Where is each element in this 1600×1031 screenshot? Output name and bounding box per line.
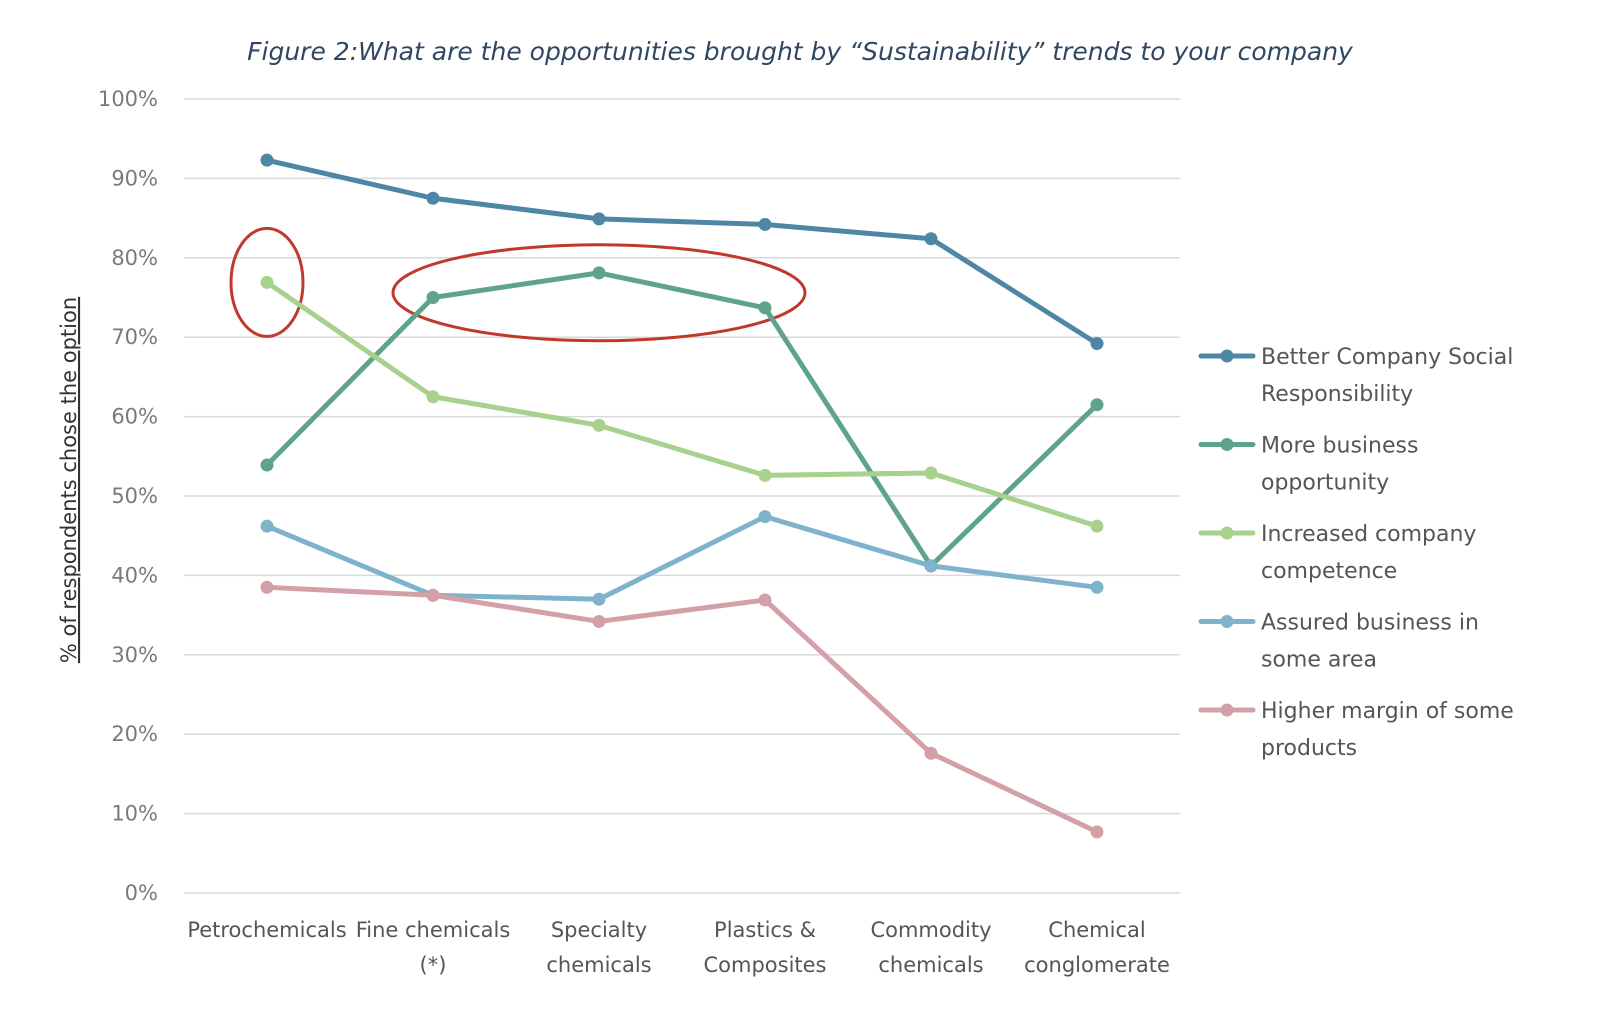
data-point xyxy=(924,559,938,573)
data-point xyxy=(1090,398,1104,412)
data-point xyxy=(924,746,938,760)
data-point xyxy=(260,519,274,533)
gridlines xyxy=(184,98,1180,894)
data-point xyxy=(426,291,440,304)
y-tick-label: 50% xyxy=(111,484,158,508)
legend-label: Better Company Social Responsibility xyxy=(1261,345,1513,407)
y-tick-label: 40% xyxy=(111,563,158,587)
x-category-label: Plastics & Composites xyxy=(703,918,826,977)
highlight-ellipse xyxy=(391,243,807,343)
data-point xyxy=(260,458,274,472)
chart-title: Figure 2:What are the opportunities brou… xyxy=(247,37,1354,66)
data-point xyxy=(924,466,938,480)
x-category-label: Chemical conglomerate xyxy=(1024,918,1170,977)
series-lines xyxy=(260,153,1104,839)
legend-item: Assured business in some area xyxy=(1198,611,1479,673)
data-point xyxy=(758,301,772,315)
series-line xyxy=(264,270,1100,569)
y-axis-ticks: 0% 10% 20% 30% 40% 50% 60% 70% 80% 90% 100% xyxy=(98,87,158,905)
legend-item: Better Company Social Responsibility xyxy=(1198,345,1513,407)
x-category-label: Specialty chemicals xyxy=(546,918,651,977)
legend-swatch-marker xyxy=(1220,703,1234,717)
data-point xyxy=(426,588,440,602)
x-category-label: Commodity chemicals xyxy=(870,918,991,977)
data-point xyxy=(592,592,606,606)
y-tick-label: 20% xyxy=(111,722,158,746)
x-axis-categories: Petrochemicals Fine chemicals (*) Specialty… xyxy=(187,918,1170,977)
legend-swatch-marker xyxy=(1220,615,1234,628)
legend-item: More business opportunity xyxy=(1198,434,1418,496)
y-tick-label: 10% xyxy=(111,802,158,826)
legend-swatch-marker xyxy=(1220,526,1234,540)
data-point xyxy=(592,418,606,432)
series-0 xyxy=(260,153,1104,351)
y-axis-label: % of respondents chose the option xyxy=(57,297,81,663)
data-point xyxy=(260,275,274,289)
data-point xyxy=(758,217,772,231)
data-point xyxy=(592,212,606,226)
highlight-ellipse xyxy=(229,226,305,338)
data-point xyxy=(1090,580,1104,594)
data-point xyxy=(260,153,274,167)
data-point xyxy=(426,191,440,205)
series-2 xyxy=(260,275,1104,533)
data-point xyxy=(426,390,440,404)
series-line xyxy=(264,279,1100,529)
data-point xyxy=(1090,825,1104,839)
legend-swatch-marker xyxy=(1220,438,1234,451)
legend-swatch-marker xyxy=(1220,349,1234,363)
data-point xyxy=(758,510,772,524)
legend-item: Increased company competence xyxy=(1198,522,1476,584)
series-line xyxy=(264,514,1100,602)
y-tick-label: 70% xyxy=(111,325,158,349)
highlight-annotations xyxy=(229,226,807,343)
legend-label: More business opportunity xyxy=(1261,434,1418,496)
legend-label: Assured business in some area xyxy=(1261,611,1479,673)
x-category-label: Fine chemicals (*) xyxy=(356,918,511,977)
x-category-label: Petrochemicals xyxy=(187,918,346,942)
y-tick-label: 100% xyxy=(98,87,158,111)
y-tick-label: 0% xyxy=(125,881,158,905)
series-4 xyxy=(260,580,1104,839)
data-point xyxy=(1090,519,1104,533)
legend-label: Higher margin of some products xyxy=(1261,699,1514,761)
legend: Better Company Social Responsibility More … xyxy=(1198,345,1514,761)
series-line xyxy=(264,584,1100,835)
data-point xyxy=(592,266,606,280)
data-point xyxy=(592,614,606,628)
y-tick-label: 30% xyxy=(111,643,158,667)
series-1 xyxy=(260,266,1104,573)
data-point xyxy=(260,580,274,594)
data-point xyxy=(924,232,938,246)
legend-item: Higher margin of some products xyxy=(1198,699,1514,761)
legend-label: Increased company competence xyxy=(1261,522,1476,584)
y-tick-label: 80% xyxy=(111,246,158,270)
y-tick-label: 60% xyxy=(111,405,158,429)
data-point xyxy=(758,593,772,607)
data-point xyxy=(758,468,772,482)
data-point xyxy=(1090,337,1104,351)
series-line xyxy=(264,157,1100,347)
y-tick-label: 90% xyxy=(111,166,158,190)
